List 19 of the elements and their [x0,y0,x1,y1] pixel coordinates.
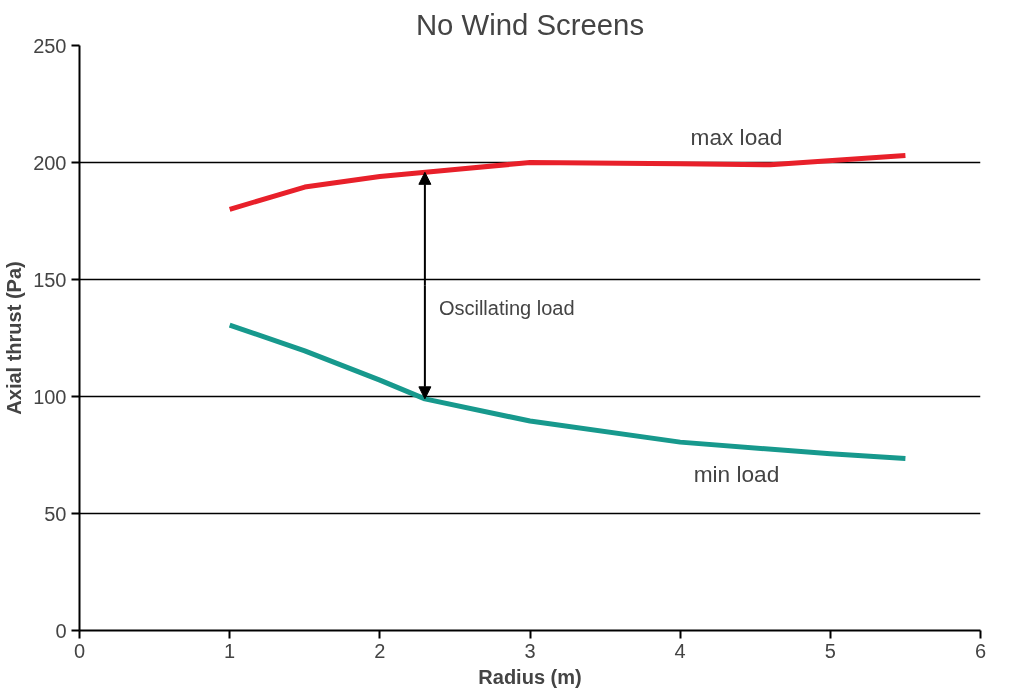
x-axis-title: Radius (m) [478,665,582,688]
series-label: max load [690,124,783,151]
y-tick-label: 150 [33,268,67,291]
x-tick-label: 3 [524,639,536,662]
x-tick-label: 5 [824,639,836,662]
x-tick-label: 2 [374,639,386,662]
chart-title: No Wind Screens [415,7,645,41]
y-tick-label: 0 [55,619,67,642]
x-tick-label: 4 [674,639,686,662]
y-tick-label: 100 [33,385,67,408]
y-tick-label: 50 [44,502,67,525]
x-tick-label: 6 [974,639,987,662]
annotation: Oscillating load [438,296,575,319]
series-label: min load [693,460,780,487]
y-tick-label: 200 [33,151,67,174]
y-axis-title: Axial thrust (Pa) [3,261,26,415]
x-tick-label: 0 [73,639,86,662]
x-tick-label: 1 [224,639,236,662]
y-tick-label: 250 [33,34,67,57]
